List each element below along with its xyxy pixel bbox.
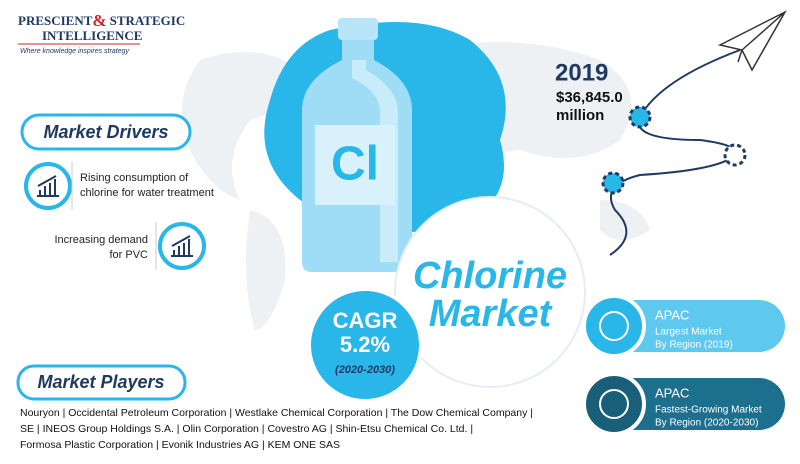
cagr-circle xyxy=(307,287,423,403)
cagr-period: (2020-2030) xyxy=(335,364,395,376)
region-text: Fastest-Growing Market xyxy=(655,405,762,416)
logo-name: INTELLIGENCE xyxy=(42,28,142,43)
driver-icon xyxy=(158,222,206,270)
title: Chlorine xyxy=(413,255,567,297)
region-icon xyxy=(582,294,646,358)
region-text: By Region (2020-2030) xyxy=(655,418,758,429)
drivers-heading: Market Drivers xyxy=(43,122,168,142)
headline-unit: million xyxy=(556,107,604,124)
driver-text: chlorine for water treatment xyxy=(80,187,214,199)
route-stop xyxy=(723,143,747,167)
players-pill xyxy=(16,364,187,401)
logo-name: PRESCIENT& STRATEGIC xyxy=(18,11,185,30)
region-text: Largest Market xyxy=(655,327,722,338)
driver-icon xyxy=(171,235,193,257)
logo-tagline: Where knowledge inspires strategy xyxy=(20,48,129,55)
cagr-value: 5.2% xyxy=(340,332,390,357)
drivers-pill xyxy=(20,113,192,151)
cagr-label: CAGR xyxy=(333,308,398,333)
title-circle xyxy=(394,196,586,388)
driver-text: Rising consumption of xyxy=(80,172,189,184)
headline-year: 2019 xyxy=(555,59,608,86)
region-text: By Region (2019) xyxy=(655,340,733,351)
driver-icon xyxy=(37,175,59,197)
players-text: SE | INEOS Group Holdings S.A. | Olin Co… xyxy=(20,423,473,435)
region-icon xyxy=(599,389,629,419)
players-text: Nouryon | Occidental Petroleum Corporati… xyxy=(20,407,533,419)
paper-plane xyxy=(717,10,787,72)
region-icon xyxy=(582,372,646,436)
bottle xyxy=(302,18,412,272)
players-heading: Market Players xyxy=(37,372,164,392)
title: Market xyxy=(429,293,553,335)
players-text: Formosa Plastic Corporation | Evonik Ind… xyxy=(20,439,340,451)
bottle-label: Cl xyxy=(331,138,379,191)
region-name: APAC xyxy=(655,307,689,322)
headline-value: $36,845.0 xyxy=(556,89,623,106)
route-stop xyxy=(601,171,625,195)
route-stop xyxy=(628,105,652,129)
driver-text: Increasing demand xyxy=(54,234,148,246)
driver-text: for PVC xyxy=(109,249,148,261)
region-name: APAC xyxy=(655,385,689,400)
driver-icon xyxy=(24,162,72,210)
region-icon xyxy=(599,311,629,341)
